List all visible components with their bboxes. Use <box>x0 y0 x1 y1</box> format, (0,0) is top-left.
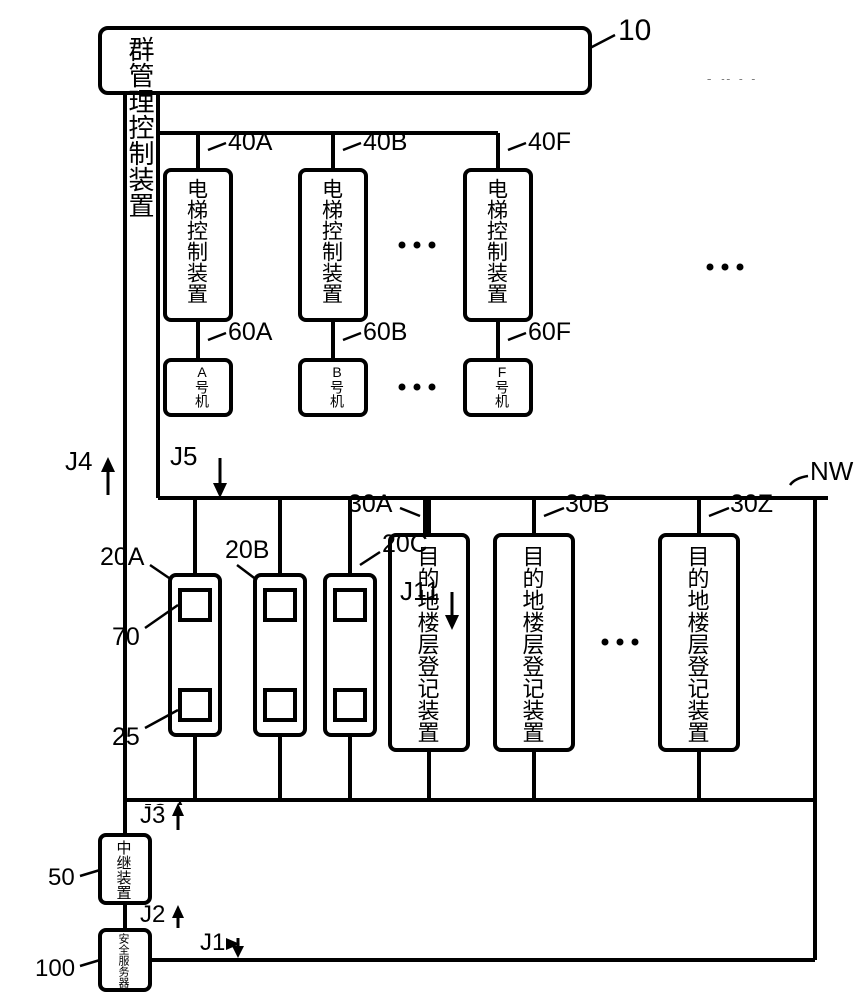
l60b <box>343 333 361 340</box>
b20c-s1 <box>335 590 365 620</box>
r40b: 40B <box>363 128 407 156</box>
r20c: 20C <box>382 530 428 558</box>
r100: 100 <box>35 955 75 982</box>
t30a: 目的地楼层登记装置 <box>415 545 440 743</box>
ref-10: 10 <box>618 14 651 47</box>
r40f: 40F <box>528 128 571 156</box>
main-box <box>100 28 590 93</box>
j5-label: J5 <box>170 441 197 471</box>
r50b: 50 <box>48 864 75 891</box>
j2b: J2 <box>140 901 165 928</box>
r20b: 20B <box>225 536 269 564</box>
diagram-main: 群管理控制装置 10 J5 电梯控制装置 40A A号机 60A 电梯控制装置 … <box>0 0 865 1000</box>
tsrv: 安全服务器 <box>117 932 130 989</box>
r60f: 60F <box>528 318 571 346</box>
t30b2: 目的地楼层登记装置 <box>520 545 545 743</box>
r60b: 60B <box>363 318 407 346</box>
r20a: 20A <box>100 543 145 571</box>
r30a: 30A <box>348 490 393 518</box>
l30a <box>400 508 420 516</box>
t30z2: 目的地楼层登记装置 <box>685 545 710 743</box>
b20a-s1 <box>180 590 210 620</box>
lead-nw2 <box>790 476 808 485</box>
l40a <box>208 143 226 150</box>
t50b: 中继装置 <box>115 840 132 900</box>
r30b2: 30B <box>565 490 609 518</box>
main-label: 群管理控制装置 <box>125 36 155 218</box>
l40f <box>508 143 526 150</box>
t40b: 电梯控制装置 <box>320 178 344 304</box>
lead-10 <box>590 35 615 48</box>
t40f: 电梯控制装置 <box>485 178 509 304</box>
t40a: 电梯控制装置 <box>185 178 209 304</box>
b20a-s2 <box>180 690 210 720</box>
j3b: J3 <box>140 802 165 829</box>
j1: J1 <box>200 929 225 956</box>
r40a: 40A <box>228 128 273 156</box>
tb: B号机 <box>329 364 345 409</box>
tf: F号机 <box>494 364 510 409</box>
b20c-s2 <box>335 690 365 720</box>
l60a <box>208 333 226 340</box>
b20b-s1 <box>265 590 295 620</box>
l20c <box>360 552 380 565</box>
l30b2 <box>544 508 564 516</box>
l20b <box>237 565 257 580</box>
l40b <box>343 143 361 150</box>
l30z2 <box>709 508 729 516</box>
ta: A号机 <box>194 364 210 409</box>
l20a <box>150 565 172 580</box>
r60a: 60A <box>228 318 273 346</box>
j11: J11 <box>400 576 440 606</box>
b20b-s2 <box>265 690 295 720</box>
j5-arrow <box>213 483 227 498</box>
j4: J4 <box>65 446 92 476</box>
r30z2: 30Z <box>730 490 773 518</box>
l60f <box>508 333 526 340</box>
nw-label2: NW <box>810 456 854 486</box>
